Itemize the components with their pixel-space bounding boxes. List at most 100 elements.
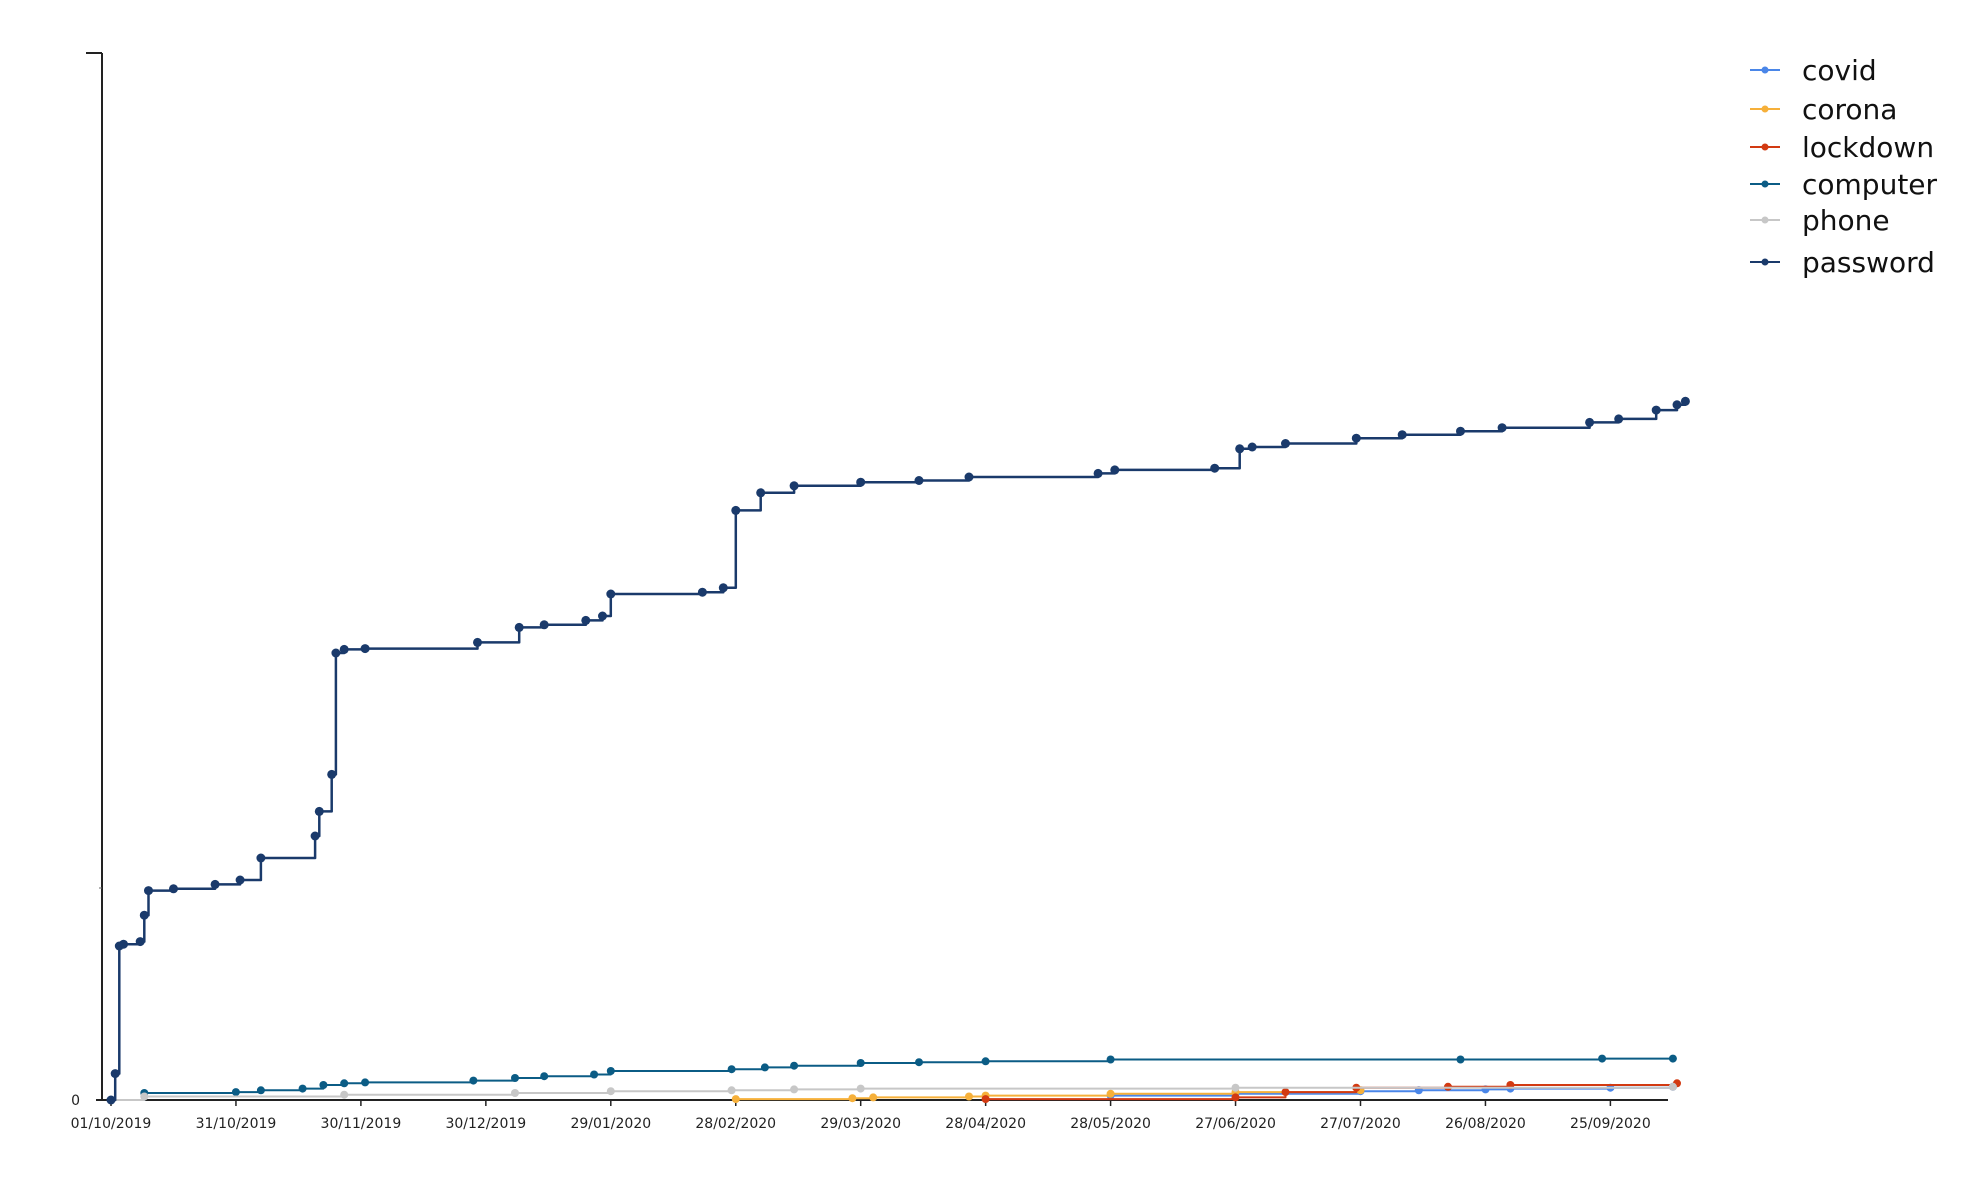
series-layer [106, 396, 1690, 1105]
data-point-password [1614, 414, 1624, 424]
data-point-computer [340, 1079, 349, 1088]
data-point-computer [981, 1057, 990, 1066]
series-phone [107, 1082, 1677, 1104]
legend-swatch-marker [1761, 143, 1769, 151]
data-point-corona [965, 1092, 973, 1101]
data-point-computer [1456, 1055, 1465, 1064]
data-point-corona [731, 1095, 740, 1104]
data-point-password [598, 611, 607, 621]
data-point-password [1397, 430, 1407, 440]
data-point-corona [848, 1094, 857, 1103]
data-point-password [1680, 396, 1690, 406]
data-point-password [1235, 444, 1245, 454]
data-point-corona [869, 1093, 878, 1102]
legend-swatch-marker [1761, 180, 1769, 188]
data-point-computer [606, 1067, 615, 1075]
data-point-computer [915, 1058, 923, 1067]
data-point-corona [1106, 1089, 1115, 1098]
data-point-password [256, 853, 266, 863]
data-point-password [169, 884, 178, 894]
data-point-password [1351, 433, 1361, 443]
data-point-computer [231, 1088, 240, 1097]
data-point-password [697, 587, 707, 597]
data-point-password [1456, 426, 1465, 436]
data-point-computer [256, 1086, 265, 1095]
legend-label-phone: phone [1802, 204, 1890, 237]
data-point-lockdown [1281, 1088, 1290, 1097]
legend-swatch-marker [1761, 105, 1769, 113]
data-point-password [581, 615, 591, 625]
x-tick-label: 27/06/2020 [1195, 1116, 1276, 1132]
data-point-computer [1598, 1054, 1607, 1063]
data-point-password [1651, 405, 1661, 415]
data-point-phone [140, 1092, 149, 1101]
data-point-computer [760, 1063, 769, 1072]
data-point-password [339, 644, 349, 654]
data-point-computer [511, 1074, 519, 1082]
series-line-lockdown [985, 1083, 1678, 1101]
data-point-password [914, 476, 924, 485]
data-point-lockdown [1231, 1093, 1240, 1102]
data-point-computer [540, 1072, 549, 1081]
data-point-password [135, 937, 145, 947]
data-point-password [1247, 442, 1257, 452]
data-point-phone [511, 1089, 519, 1097]
data-point-computer [1668, 1054, 1677, 1063]
legend-swatch-marker [1761, 258, 1769, 266]
x-tick-label: 28/02/2020 [695, 1116, 776, 1132]
data-point-phone [340, 1090, 349, 1099]
x-tick-label: 31/10/2019 [196, 1116, 277, 1132]
data-point-password [856, 477, 866, 487]
x-tick-label: 29/01/2020 [570, 1116, 651, 1132]
data-point-password [314, 806, 324, 816]
data-point-phone [856, 1084, 865, 1093]
legend-item-corona: corona [1750, 93, 1897, 126]
data-point-password [1585, 417, 1595, 427]
series-password [106, 396, 1690, 1105]
legend-swatch-marker [1761, 66, 1769, 74]
x-tick-label: 01/10/2019 [71, 1116, 152, 1132]
legend-item-password: password [1750, 246, 1935, 279]
x-tick-label: 27/07/2020 [1320, 1116, 1401, 1132]
data-point-computer [469, 1076, 478, 1085]
data-point-password [718, 583, 728, 593]
data-point-password [106, 1095, 116, 1105]
data-point-password [1281, 439, 1290, 448]
legend-label-lockdown: lockdown [1802, 131, 1934, 164]
data-point-password [119, 939, 128, 949]
legend-item-covid: covid [1750, 54, 1877, 87]
x-tick-label: 26/08/2020 [1445, 1116, 1526, 1132]
data-point-phone [1668, 1082, 1677, 1091]
data-point-phone [1231, 1083, 1240, 1092]
x-tick-label: 25/09/2020 [1570, 1116, 1651, 1132]
data-point-password [514, 622, 524, 632]
data-point-password [1497, 423, 1507, 433]
legend-item-lockdown: lockdown [1750, 131, 1934, 164]
legend-item-computer: computer [1750, 168, 1938, 201]
data-point-password [110, 1069, 120, 1079]
data-point-computer [298, 1084, 307, 1093]
data-point-password [310, 831, 320, 841]
legend-swatch-marker [1761, 216, 1769, 224]
data-point-password [1210, 463, 1220, 473]
data-point-computer [790, 1061, 799, 1070]
data-point-password [964, 472, 974, 482]
data-point-password [756, 488, 766, 498]
data-point-password [606, 589, 616, 599]
legend-label-password: password [1802, 246, 1935, 279]
legend-item-phone: phone [1750, 204, 1890, 237]
data-point-password [731, 505, 741, 515]
data-point-phone [727, 1086, 736, 1095]
legend-label-corona: corona [1802, 93, 1897, 126]
data-point-password [144, 886, 153, 896]
x-tick-label: 29/03/2020 [820, 1116, 901, 1132]
data-point-password [473, 637, 482, 647]
data-point-password [789, 481, 799, 491]
data-point-password [539, 620, 549, 630]
x-tick-label: 28/05/2020 [1070, 1116, 1151, 1132]
x-tick-label: 28/04/2020 [945, 1116, 1026, 1132]
y-tick-label: 0 [71, 1093, 80, 1109]
